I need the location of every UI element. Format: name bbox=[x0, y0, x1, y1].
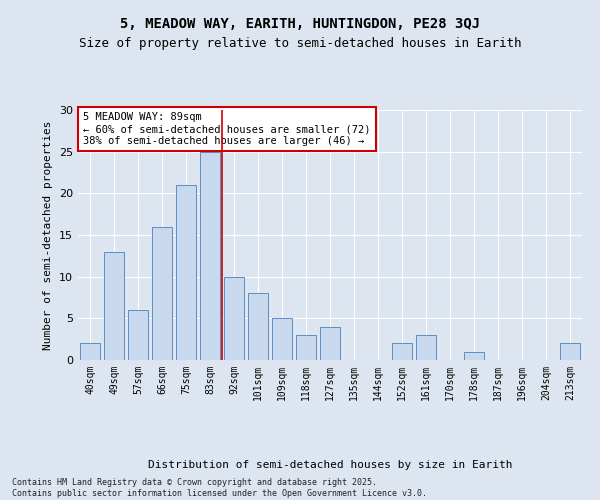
Text: Distribution of semi-detached houses by size in Earith: Distribution of semi-detached houses by … bbox=[148, 460, 512, 470]
Bar bbox=[416, 335, 436, 360]
Bar bbox=[128, 310, 148, 360]
Bar bbox=[392, 344, 412, 360]
Text: 5 MEADOW WAY: 89sqm
← 60% of semi-detached houses are smaller (72)
38% of semi-d: 5 MEADOW WAY: 89sqm ← 60% of semi-detach… bbox=[83, 112, 371, 146]
Bar bbox=[296, 335, 316, 360]
Text: 5, MEADOW WAY, EARITH, HUNTINGDON, PE28 3QJ: 5, MEADOW WAY, EARITH, HUNTINGDON, PE28 … bbox=[120, 18, 480, 32]
Bar bbox=[104, 252, 124, 360]
Bar bbox=[224, 276, 244, 360]
Bar bbox=[80, 344, 100, 360]
Y-axis label: Number of semi-detached properties: Number of semi-detached properties bbox=[43, 120, 53, 350]
Bar bbox=[152, 226, 172, 360]
Bar bbox=[320, 326, 340, 360]
Bar bbox=[272, 318, 292, 360]
Bar bbox=[560, 344, 580, 360]
Bar bbox=[176, 185, 196, 360]
Bar bbox=[200, 152, 220, 360]
Bar bbox=[248, 294, 268, 360]
Text: Size of property relative to semi-detached houses in Earith: Size of property relative to semi-detach… bbox=[79, 38, 521, 51]
Text: Contains HM Land Registry data © Crown copyright and database right 2025.
Contai: Contains HM Land Registry data © Crown c… bbox=[12, 478, 427, 498]
Bar bbox=[464, 352, 484, 360]
